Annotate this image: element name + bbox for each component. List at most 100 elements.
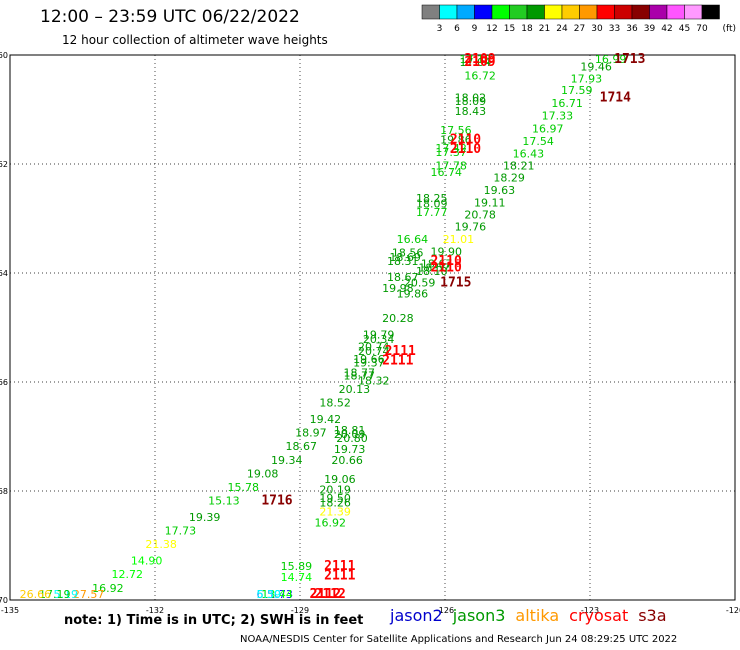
- swh-value: 16.72: [464, 70, 496, 83]
- legend-tick: 24: [556, 24, 568, 34]
- lat-tick-label: -62: [0, 160, 8, 169]
- swh-value: 14.74: [281, 571, 313, 584]
- legend-tick: 12: [486, 24, 497, 34]
- swh-value: 17.77: [416, 206, 448, 219]
- swh-value: 18.31: [387, 255, 419, 268]
- swh-value: 5.39: [257, 588, 282, 601]
- swh-value: 20.66: [331, 454, 363, 467]
- swh-value: 17.73: [165, 525, 197, 538]
- swh-value: 17.16: [460, 53, 492, 66]
- swh-value: 19.90: [431, 246, 463, 259]
- swh-value: 18.57: [418, 261, 450, 274]
- chart-title: 12:00 – 23:59 UTC 06/22/2022: [40, 7, 300, 27]
- swh-value: 17.19: [39, 588, 71, 601]
- lat-tick-label: -70: [0, 596, 8, 605]
- pass-time-label: 1715: [440, 276, 471, 291]
- pass-time-label: 2112: [315, 587, 346, 602]
- legend-tick: 42: [661, 24, 672, 34]
- swh-value: 12.72: [112, 568, 144, 581]
- swh-value: 19.06: [324, 473, 356, 486]
- swh-value: 17.04: [460, 56, 492, 69]
- swh-value: 6.50: [257, 588, 282, 601]
- pass-time-label: 2112: [310, 587, 341, 602]
- swh-value: 19.42: [310, 413, 342, 426]
- swh-value: 20.09: [334, 428, 366, 441]
- satellite-label-altika: altika: [515, 606, 560, 625]
- swh-value: 20.59: [404, 277, 436, 290]
- swh-value: 15.89: [281, 560, 313, 573]
- lon-tick-label: -135: [1, 606, 19, 615]
- swh-value: 19.76: [455, 220, 487, 233]
- swh-value: 20.74: [358, 345, 390, 358]
- pass-time-label: 2111: [385, 344, 416, 359]
- swh-value: 19.37: [353, 357, 385, 370]
- swh-value: 18.21: [503, 159, 535, 172]
- legend-tick: 3: [437, 24, 443, 34]
- swh-value: 16.99: [595, 53, 627, 66]
- swh-value: 18.29: [493, 171, 525, 184]
- legend-tick: 39: [644, 24, 656, 34]
- lat-tick-label: -68: [0, 487, 8, 496]
- swh-value: 18.77: [344, 367, 376, 380]
- legend-tick: 33: [609, 24, 620, 34]
- pass-time-label: 2111: [382, 354, 413, 369]
- legend-tick: 30: [591, 24, 603, 34]
- lon-tick-label: -120: [726, 606, 740, 615]
- swh-value: 16.43: [513, 147, 545, 160]
- footnote: note: 1) Time is in UTC; 2) SWH is in fe…: [64, 613, 364, 628]
- credit-line: NOAA/NESDIS Center for Satellite Applica…: [240, 634, 678, 645]
- swh-value: 16.92: [315, 516, 347, 529]
- pass-time-label: 2112: [310, 587, 341, 602]
- legend-tick: 6: [454, 24, 460, 34]
- swh-value: 18.32: [358, 375, 390, 388]
- swh-value: 17.42: [435, 142, 467, 155]
- swh-value: 16.64: [397, 233, 429, 246]
- swh-value: 18.02: [455, 91, 487, 104]
- swh-value: 19.39: [189, 511, 221, 524]
- swh-value: 18.09: [455, 95, 487, 108]
- swh-value: 20.13: [339, 383, 371, 396]
- swh-value: 15.78: [228, 481, 260, 494]
- swh-value: 19.08: [247, 467, 278, 480]
- lon-tick-label: -123: [581, 606, 599, 615]
- swh-value: 20.34: [363, 333, 395, 346]
- pass-time-label: 2111: [324, 568, 355, 583]
- color-legend: 3 6 9 12 15 18 21 24 27 30 33 36 39 42 45 70 (ft): [421, 4, 736, 34]
- lon-tick-label: -126: [436, 606, 454, 615]
- swh-value: 19.34: [271, 454, 303, 467]
- lon-tick-label: -132: [146, 606, 164, 615]
- chart-subtitle: 12 hour collection of altimeter wave hei…: [62, 33, 328, 47]
- pass-time-label: 2110: [431, 254, 462, 269]
- legend-tick: 15: [504, 24, 515, 34]
- pass-time-label: 1714: [600, 90, 631, 105]
- swh-value: 14.90: [131, 555, 163, 568]
- pass-time-label: 1713: [614, 52, 645, 67]
- legend-tick: 9: [472, 24, 478, 34]
- swh-value: 18.52: [319, 397, 351, 410]
- swh-value: 19.86: [440, 133, 472, 146]
- swh-value: 18.67: [286, 440, 318, 453]
- swh-value: 18.97: [295, 427, 327, 440]
- swh-value: 19.50: [319, 492, 351, 505]
- swh-value: 18.67: [387, 271, 419, 284]
- pass-time-label: 2109: [464, 55, 495, 70]
- swh-value: 17.93: [571, 72, 603, 85]
- swh-value: 16.92: [92, 582, 124, 595]
- swh-value: 19.11: [474, 197, 506, 210]
- swh-value: 20.28: [382, 312, 414, 325]
- swh-value: 21.01: [443, 233, 475, 246]
- swh-value: 19.63: [484, 184, 515, 197]
- legend-tick: 18: [521, 24, 533, 34]
- swh-value: 20.19: [319, 484, 351, 497]
- swh-value: 17.59: [561, 84, 593, 97]
- swh-value: 18.67: [421, 258, 453, 271]
- swh-value: 18.77: [344, 369, 376, 382]
- swh-value: 16.71: [551, 97, 583, 110]
- swh-value: 16.74: [431, 166, 463, 179]
- swh-value: 21.39: [319, 506, 351, 519]
- swh-value: 18.26: [319, 496, 351, 509]
- swh-value: 19.79: [363, 328, 395, 341]
- swh-value: 18.09: [416, 198, 448, 211]
- swh-value: 19.73: [334, 443, 366, 456]
- legend-swatch: [701, 4, 720, 20]
